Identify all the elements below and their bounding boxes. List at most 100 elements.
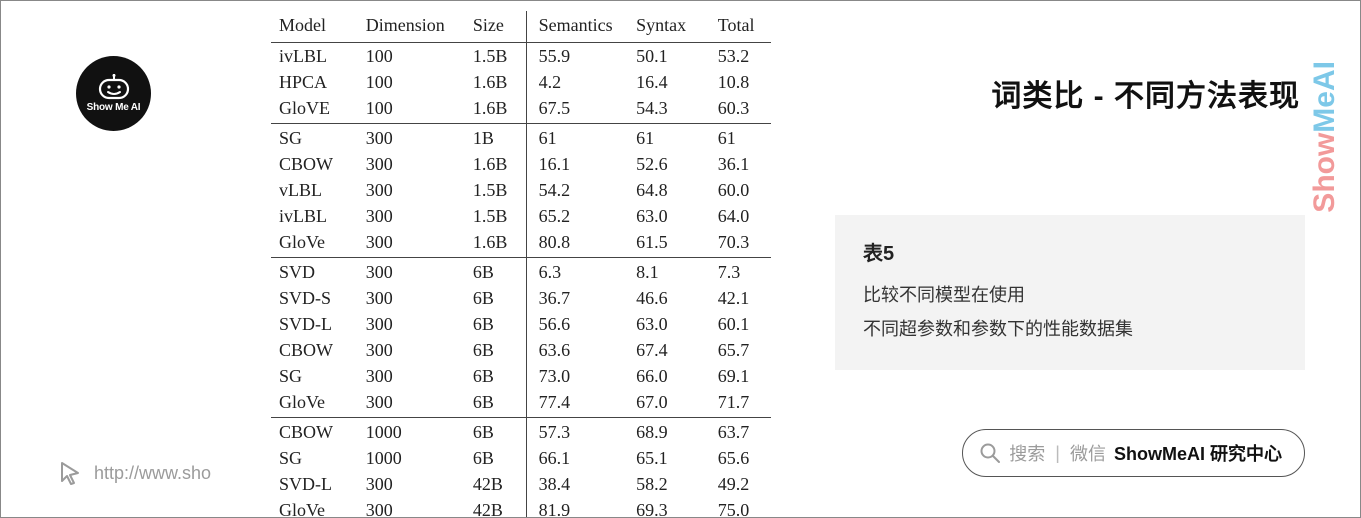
cell-size: 1.6B bbox=[465, 229, 526, 257]
table-row: GloVe3006B77.467.071.7 bbox=[271, 389, 771, 417]
col-model: Model bbox=[271, 11, 358, 43]
cell-model: GloVe bbox=[271, 497, 358, 518]
col-semantics: Semantics bbox=[526, 11, 628, 43]
cell-model: vLBL bbox=[271, 177, 358, 203]
table-row: CBOW3001.6B16.152.636.1 bbox=[271, 151, 771, 177]
cell-model: SG bbox=[271, 123, 358, 151]
cell-total: 63.7 bbox=[710, 417, 771, 445]
table-row: GloVE1001.6B67.554.360.3 bbox=[271, 95, 771, 123]
cell-semantics: 6.3 bbox=[526, 257, 628, 285]
source-url-row: http://www.sho bbox=[56, 459, 211, 487]
cell-dimension: 300 bbox=[358, 471, 465, 497]
cell-model: GloVE bbox=[271, 95, 358, 123]
table-row: ivLBL1001.5B55.950.153.2 bbox=[271, 43, 771, 70]
cell-dimension: 100 bbox=[358, 95, 465, 123]
slide-title: 词类比 - 不同方法表现 bbox=[991, 71, 1300, 115]
cell-size: 1.6B bbox=[465, 151, 526, 177]
table-row: SG3001B616161 bbox=[271, 123, 771, 151]
search-pill[interactable]: 搜索 | 微信 ShowMeAI 研究中心 bbox=[962, 429, 1305, 477]
cell-model: SG bbox=[271, 363, 358, 389]
table-row: GloVe30042B81.969.375.0 bbox=[271, 497, 771, 518]
caption-card: 表5 比较不同模型在使用 不同超参数和参数下的性能数据集 bbox=[835, 215, 1305, 370]
col-dimension: Dimension bbox=[358, 11, 465, 43]
cell-total: 10.8 bbox=[710, 69, 771, 95]
col-syntax: Syntax bbox=[628, 11, 710, 43]
cell-model: SVD bbox=[271, 257, 358, 285]
table-row: SVD-S3006B36.746.642.1 bbox=[271, 285, 771, 311]
cell-syntax: 46.6 bbox=[628, 285, 710, 311]
logo-text: Show Me AI bbox=[87, 102, 141, 113]
cell-total: 42.1 bbox=[710, 285, 771, 311]
cell-dimension: 300 bbox=[358, 257, 465, 285]
showmeai-logo: Show Me AI bbox=[76, 56, 151, 131]
cell-model: CBOW bbox=[271, 337, 358, 363]
table-row: SVD-L30042B38.458.249.2 bbox=[271, 471, 771, 497]
cell-total: 65.7 bbox=[710, 337, 771, 363]
cell-total: 36.1 bbox=[710, 151, 771, 177]
cell-syntax: 61 bbox=[628, 123, 710, 151]
cell-syntax: 16.4 bbox=[628, 69, 710, 95]
caption-line-1: 比较不同模型在使用 bbox=[863, 278, 1277, 312]
cell-semantics: 73.0 bbox=[526, 363, 628, 389]
cell-syntax: 66.0 bbox=[628, 363, 710, 389]
cell-semantics: 57.3 bbox=[526, 417, 628, 445]
cell-semantics: 63.6 bbox=[526, 337, 628, 363]
cell-semantics: 4.2 bbox=[526, 69, 628, 95]
cell-syntax: 67.4 bbox=[628, 337, 710, 363]
cell-model: GloVe bbox=[271, 229, 358, 257]
cell-total: 69.1 bbox=[710, 363, 771, 389]
cell-dimension: 300 bbox=[358, 497, 465, 518]
cell-size: 1.6B bbox=[465, 69, 526, 95]
table-row: CBOW10006B57.368.963.7 bbox=[271, 417, 771, 445]
cell-semantics: 55.9 bbox=[526, 43, 628, 70]
cell-total: 61 bbox=[710, 123, 771, 151]
cell-dimension: 300 bbox=[358, 229, 465, 257]
cell-semantics: 66.1 bbox=[526, 445, 628, 471]
cell-size: 6B bbox=[465, 445, 526, 471]
cell-total: 60.0 bbox=[710, 177, 771, 203]
table-row: HPCA1001.6B4.216.410.8 bbox=[271, 69, 771, 95]
cell-syntax: 50.1 bbox=[628, 43, 710, 70]
cell-semantics: 80.8 bbox=[526, 229, 628, 257]
cell-semantics: 56.6 bbox=[526, 311, 628, 337]
cell-dimension: 100 bbox=[358, 43, 465, 70]
cell-dimension: 300 bbox=[358, 389, 465, 417]
cell-semantics: 36.7 bbox=[526, 285, 628, 311]
cell-size: 1.5B bbox=[465, 43, 526, 70]
cell-model: GloVe bbox=[271, 389, 358, 417]
cell-total: 60.3 bbox=[710, 95, 771, 123]
cell-dimension: 300 bbox=[358, 363, 465, 389]
cell-size: 42B bbox=[465, 471, 526, 497]
search-channel: 微信 bbox=[1070, 440, 1106, 466]
table-row: ivLBL3001.5B65.263.064.0 bbox=[271, 203, 771, 229]
cell-total: 75.0 bbox=[710, 497, 771, 518]
cell-size: 6B bbox=[465, 311, 526, 337]
cell-syntax: 65.1 bbox=[628, 445, 710, 471]
cell-model: SVD-L bbox=[271, 471, 358, 497]
cell-model: SVD-S bbox=[271, 285, 358, 311]
cell-model: CBOW bbox=[271, 417, 358, 445]
cell-model: CBOW bbox=[271, 151, 358, 177]
cell-dimension: 100 bbox=[358, 69, 465, 95]
cell-model: SVD-L bbox=[271, 311, 358, 337]
cell-semantics: 81.9 bbox=[526, 497, 628, 518]
cell-dimension: 1000 bbox=[358, 417, 465, 445]
cell-semantics: 61 bbox=[526, 123, 628, 151]
search-strong: ShowMeAI 研究中心 bbox=[1114, 440, 1282, 466]
cell-semantics: 77.4 bbox=[526, 389, 628, 417]
table-row: GloVe3001.6B80.861.570.3 bbox=[271, 229, 771, 257]
cell-total: 7.3 bbox=[710, 257, 771, 285]
cell-size: 1B bbox=[465, 123, 526, 151]
search-icon bbox=[979, 442, 1001, 464]
search-separator: | bbox=[1055, 443, 1060, 464]
cell-total: 65.6 bbox=[710, 445, 771, 471]
cell-size: 6B bbox=[465, 257, 526, 285]
brand-part2: MeAI bbox=[1308, 61, 1341, 133]
cell-dimension: 300 bbox=[358, 337, 465, 363]
cell-size: 1.5B bbox=[465, 177, 526, 203]
cursor-icon bbox=[56, 459, 84, 487]
cell-model: SG bbox=[271, 445, 358, 471]
robot-icon bbox=[97, 74, 131, 100]
table-row: CBOW3006B63.667.465.7 bbox=[271, 337, 771, 363]
cell-total: 64.0 bbox=[710, 203, 771, 229]
